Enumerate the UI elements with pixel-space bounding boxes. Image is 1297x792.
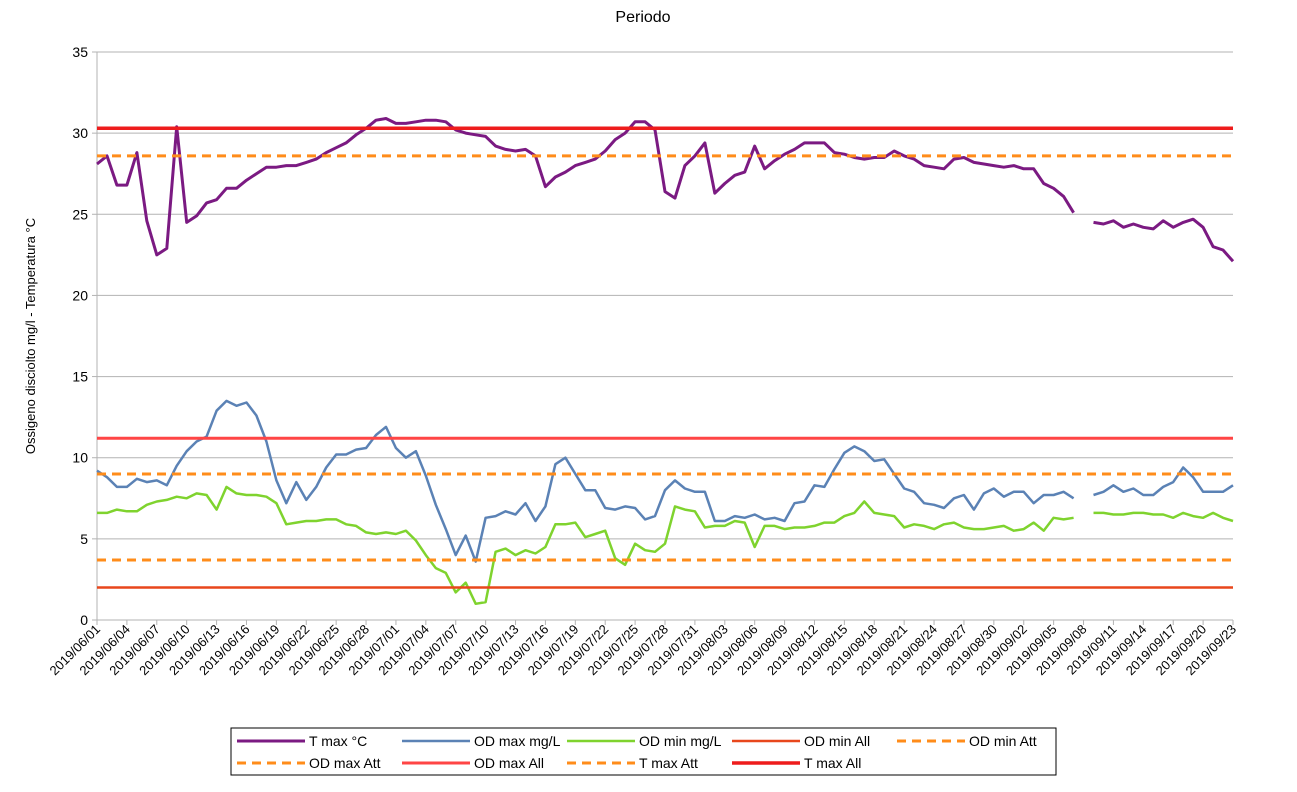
y-tick-label: 20 xyxy=(72,287,88,303)
legend-label: T max Att xyxy=(639,755,698,771)
legend-label: OD min Att xyxy=(969,733,1037,749)
y-tick-label: 30 xyxy=(72,125,88,141)
chart-title: Periodo xyxy=(615,9,670,26)
legend-label: OD min All xyxy=(804,733,870,749)
y-tick-label: 35 xyxy=(72,44,88,60)
data-line xyxy=(96,399,1234,563)
y-axis-label: Ossigeno disciolto mg/l - Temperatura °C xyxy=(23,218,38,454)
y-tick-label: 5 xyxy=(80,531,88,547)
data-line xyxy=(96,117,1235,263)
legend-label: T max All xyxy=(804,755,861,771)
y-tick-label: 0 xyxy=(80,612,88,628)
y-tick-label: 25 xyxy=(72,206,88,222)
y-tick-label: 15 xyxy=(72,369,88,385)
data-line xyxy=(97,485,1234,606)
legend-label: OD max mg/L xyxy=(474,733,561,749)
legend-label: OD max Att xyxy=(309,755,381,771)
legend-box xyxy=(230,727,1057,776)
y-tick-label: 10 xyxy=(72,450,88,466)
legend-label: OD max All xyxy=(474,755,544,771)
legend-label: T max °C xyxy=(309,733,367,749)
legend-label: OD min mg/L xyxy=(639,733,722,749)
